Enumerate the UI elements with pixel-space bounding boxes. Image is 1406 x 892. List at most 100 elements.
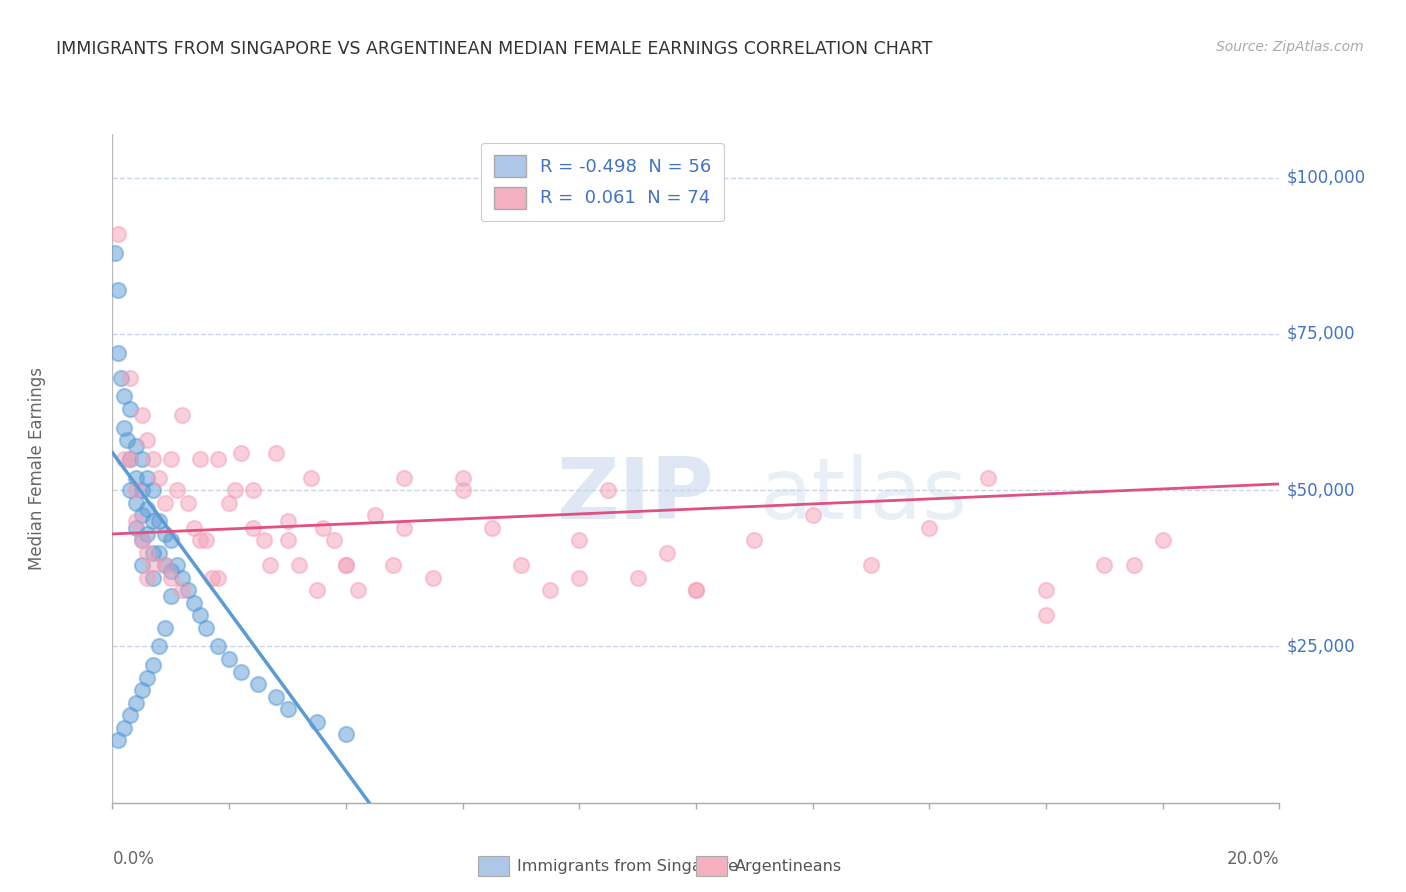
Text: $100,000: $100,000 <box>1286 169 1365 186</box>
Point <box>598 483 620 498</box>
Point <box>166 558 188 573</box>
Point <box>264 690 287 704</box>
Point <box>136 527 159 541</box>
Point <box>481 521 503 535</box>
Point <box>142 658 165 673</box>
Point <box>142 571 165 585</box>
Point <box>160 571 183 585</box>
Point <box>1035 608 1057 623</box>
Point <box>148 515 170 529</box>
Point <box>148 546 170 560</box>
Legend: R = -0.498  N = 56, R =  0.061  N = 74: R = -0.498 N = 56, R = 0.061 N = 74 <box>481 143 724 221</box>
Point <box>118 370 141 384</box>
Point <box>335 558 357 573</box>
Point <box>626 571 648 585</box>
Point <box>125 696 148 710</box>
Point <box>364 508 387 523</box>
Point <box>131 533 153 548</box>
Point <box>183 596 205 610</box>
Point <box>224 483 246 498</box>
Point <box>918 521 941 535</box>
Point <box>247 677 270 691</box>
Point <box>142 558 165 573</box>
Point <box>118 483 141 498</box>
Text: Argentineans: Argentineans <box>735 859 842 873</box>
Point <box>655 546 678 560</box>
Point <box>172 571 194 585</box>
Text: Median Female Earnings: Median Female Earnings <box>28 367 45 570</box>
Point <box>125 471 148 485</box>
Point <box>188 608 211 623</box>
Point <box>166 483 188 498</box>
Point <box>207 640 229 654</box>
Point <box>1152 533 1174 548</box>
Text: $25,000: $25,000 <box>1286 638 1355 656</box>
Point <box>131 483 153 498</box>
Point <box>685 583 707 598</box>
Point <box>218 496 240 510</box>
Point <box>136 433 159 447</box>
Point <box>183 521 205 535</box>
Point <box>188 533 211 548</box>
Text: 0.0%: 0.0% <box>112 849 155 868</box>
Point <box>107 345 129 359</box>
Point <box>118 708 141 723</box>
Point <box>142 483 165 498</box>
Point <box>110 370 132 384</box>
Point <box>253 533 276 548</box>
Point <box>188 451 211 466</box>
Point <box>177 496 200 510</box>
Point <box>115 433 138 447</box>
Point <box>131 683 153 698</box>
Text: atlas: atlas <box>761 453 969 537</box>
Point <box>742 533 765 548</box>
Point <box>172 408 194 422</box>
Point <box>125 439 148 453</box>
Point <box>160 451 183 466</box>
Point <box>131 451 153 466</box>
Point <box>153 558 176 573</box>
Point <box>136 571 159 585</box>
Point <box>276 533 298 548</box>
Point <box>276 702 298 716</box>
Point <box>131 408 153 422</box>
Point <box>142 546 165 560</box>
Point <box>118 451 141 466</box>
Point <box>218 652 240 666</box>
Point <box>142 515 165 529</box>
Point <box>160 533 183 548</box>
Point <box>335 727 357 741</box>
Point <box>107 733 129 747</box>
Point <box>153 527 176 541</box>
Point <box>125 496 148 510</box>
Point <box>242 483 264 498</box>
Point <box>392 471 416 485</box>
Point <box>422 571 444 585</box>
Point <box>801 508 824 523</box>
Point <box>153 558 176 573</box>
Point <box>381 558 404 573</box>
Point <box>194 533 217 548</box>
Point <box>207 451 229 466</box>
Point <box>148 640 170 654</box>
Text: IMMIGRANTS FROM SINGAPORE VS ARGENTINEAN MEDIAN FEMALE EARNINGS CORRELATION CHAR: IMMIGRANTS FROM SINGAPORE VS ARGENTINEAN… <box>56 40 932 58</box>
Point <box>264 445 287 459</box>
Text: Immigrants from Singapore: Immigrants from Singapore <box>517 859 738 873</box>
Point <box>538 583 561 598</box>
Point <box>1035 583 1057 598</box>
Point <box>131 558 153 573</box>
Point <box>136 502 159 516</box>
Point <box>118 401 141 416</box>
Point <box>276 515 298 529</box>
Point <box>160 590 183 604</box>
Point <box>509 558 531 573</box>
Point <box>288 558 311 573</box>
Point <box>131 508 153 523</box>
Point <box>299 471 322 485</box>
Point <box>305 714 328 729</box>
Point <box>392 521 416 535</box>
Point <box>1122 558 1144 573</box>
Point <box>568 533 591 548</box>
Point <box>160 565 183 579</box>
Text: ZIP: ZIP <box>555 453 714 537</box>
